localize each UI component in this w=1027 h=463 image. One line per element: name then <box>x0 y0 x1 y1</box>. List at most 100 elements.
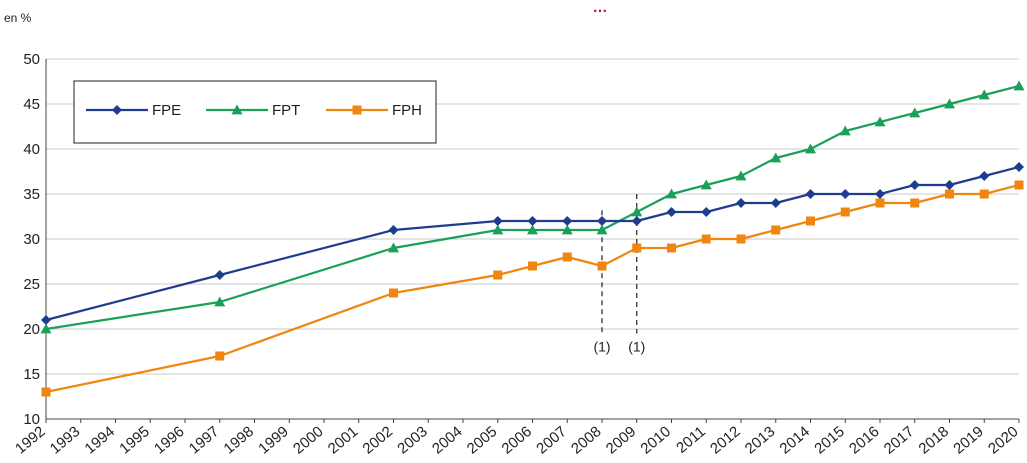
legend: FPE FPT FPH <box>73 80 437 144</box>
point-fpe-2013 <box>770 198 781 208</box>
annotation-label-2008: (1) <box>593 339 610 355</box>
point-fpt-2011 <box>700 179 712 190</box>
point-fpt-2018 <box>944 98 955 109</box>
y-tick-label-15: 15 <box>23 366 40 383</box>
x-tick-label-2012: 2012 <box>707 423 743 457</box>
point-fph-2015 <box>840 207 850 217</box>
x-tick-label-2003: 2003 <box>394 423 430 457</box>
point-fph-2012 <box>736 234 746 244</box>
x-tick-label-2011: 2011 <box>673 423 709 457</box>
point-fpe-2005 <box>492 216 503 226</box>
point-fph-2008 <box>597 261 607 271</box>
x-tick-label-2005: 2005 <box>464 423 500 457</box>
y-tick-label-50: 50 <box>23 51 40 68</box>
point-fpt-2006 <box>527 224 538 235</box>
point-fph-2018 <box>945 189 954 199</box>
point-fpe-2010 <box>666 207 677 217</box>
legend-label-fpe: FPE <box>152 102 181 119</box>
x-tick-label-1993: 1993 <box>47 423 83 457</box>
y-tick-label-30: 30 <box>23 231 40 248</box>
point-fpt-2009 <box>631 206 643 217</box>
point-fpt-2020 <box>1013 80 1025 91</box>
x-tick-label-2007: 2007 <box>533 423 569 457</box>
x-tick-label-1998: 1998 <box>221 423 257 457</box>
point-fph-2011 <box>701 234 711 244</box>
point-fpt-2014 <box>805 143 816 154</box>
point-fpt-2010 <box>666 188 677 199</box>
point-fph-1992 <box>41 387 51 397</box>
y-tick-label-20: 20 <box>23 321 40 338</box>
point-fph-1997 <box>215 351 225 361</box>
x-tick-label-2002: 2002 <box>360 423 396 457</box>
point-fpe-2015 <box>840 189 851 199</box>
point-fph-2002 <box>389 288 398 298</box>
point-fpt-2002 <box>388 242 399 253</box>
legend-marker-fpt <box>231 104 243 115</box>
point-fpt-2013 <box>770 152 782 163</box>
x-tick-label-2015: 2015 <box>811 423 847 457</box>
x-tick-label-2013: 2013 <box>742 423 778 457</box>
point-fph-2020 <box>1014 180 1024 190</box>
x-tick-label-2020: 2020 <box>985 423 1021 457</box>
point-fph-2006 <box>528 261 537 271</box>
y-tick-label-10: 10 <box>23 411 40 428</box>
point-fpe-2007 <box>562 216 573 226</box>
point-fpe-2014 <box>805 189 816 199</box>
grid <box>46 58 1019 420</box>
point-fpe-2019 <box>979 171 990 181</box>
legend-marker-fph <box>352 105 362 115</box>
x-tick-label-1997: 1997 <box>186 423 222 457</box>
point-fpt-2015 <box>839 125 851 136</box>
point-fpe-2012 <box>736 198 746 208</box>
point-fph-2017 <box>910 198 920 208</box>
point-fpt-2007 <box>561 224 573 235</box>
point-fpe-2006 <box>527 216 538 226</box>
x-tick-label-2001: 2001 <box>325 423 361 457</box>
x-tick-label-2006: 2006 <box>499 423 535 457</box>
point-fph-2019 <box>979 189 989 199</box>
point-fpe-2008 <box>597 216 607 226</box>
series-fpt <box>40 80 1025 334</box>
point-fpt-2012 <box>735 170 747 181</box>
x-tick-label-1994: 1994 <box>82 423 118 457</box>
point-fpt-2016 <box>874 116 886 127</box>
point-fpe-2002 <box>388 225 399 235</box>
series-lines <box>40 80 1025 397</box>
x-tick-label-1995: 1995 <box>116 423 152 457</box>
x-tick-label-2014: 2014 <box>777 423 813 457</box>
point-fph-2013 <box>771 225 781 235</box>
legend-marker-fpe <box>112 105 122 115</box>
x-tick-label-2000: 2000 <box>290 423 326 457</box>
x-tick-label-2009: 2009 <box>603 423 639 457</box>
point-fpe-2017 <box>909 180 920 190</box>
x-tick-label-1992: 1992 <box>12 423 48 457</box>
legend-label-fph: FPH <box>392 102 422 119</box>
y-tick-label-45: 45 <box>23 96 40 113</box>
point-fpe-2018 <box>944 180 955 190</box>
point-fpt-1997 <box>214 296 226 307</box>
x-tick-label-2019: 2019 <box>950 423 986 457</box>
y-tick-label-35: 35 <box>23 186 40 203</box>
point-fpt-1992 <box>40 323 52 334</box>
point-fpe-1997 <box>214 270 225 280</box>
point-fph-2010 <box>667 243 676 253</box>
series-line-fpe <box>45 165 1020 322</box>
x-tick-label-2016: 2016 <box>846 423 882 457</box>
chart-title: … <box>593 0 608 16</box>
x-tick-label-2018: 2018 <box>916 423 952 457</box>
point-fpe-2016 <box>875 189 885 199</box>
point-fpe-1992 <box>41 315 51 325</box>
annotation-label-2009: (1) <box>628 339 645 355</box>
x-tick-label-2004: 2004 <box>429 423 465 457</box>
x-tick-label-1996: 1996 <box>151 423 187 457</box>
legend-label-fpt: FPT <box>272 102 300 119</box>
x-tick-label-2017: 2017 <box>881 423 917 457</box>
y-unit-label: en % <box>4 11 32 25</box>
series-fph <box>41 180 1024 397</box>
y-tick-label-25: 25 <box>23 276 40 293</box>
point-fph-2009 <box>632 243 642 253</box>
point-fph-2014 <box>806 216 815 226</box>
point-fpt-2005 <box>492 224 504 235</box>
